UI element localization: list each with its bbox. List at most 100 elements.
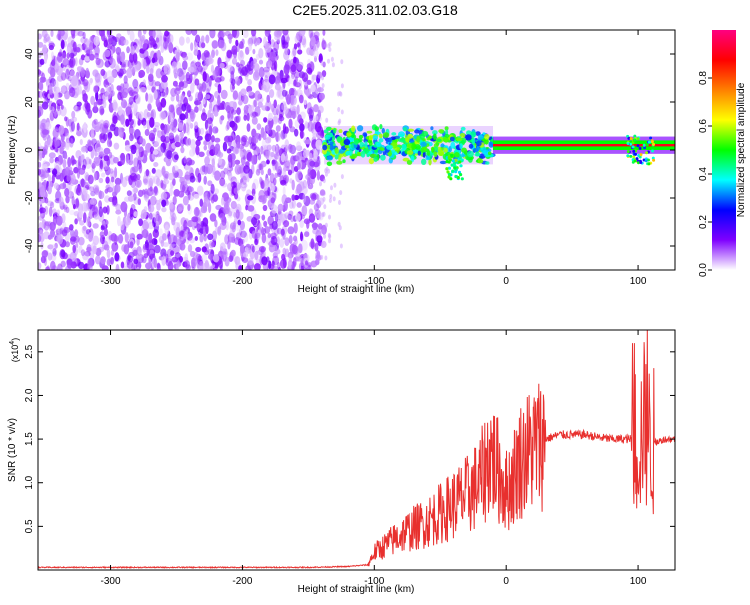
heatmap-band <box>467 150 474 158</box>
heatmap-speckle <box>168 236 172 245</box>
heatmap-speckle <box>241 38 245 46</box>
heatmap-speckle <box>279 102 284 113</box>
heatmap-band <box>471 137 476 145</box>
heatmap-speckle <box>102 100 107 109</box>
heatmap-speckle <box>176 222 181 228</box>
heatmap-speckle <box>227 111 231 119</box>
heatmap-band <box>420 141 427 147</box>
heatmap-speckle <box>293 222 298 234</box>
heatmap-band <box>362 132 368 137</box>
heatmap-speckle <box>64 166 70 176</box>
heatmap-speckle <box>299 220 305 228</box>
heatmap-speckle <box>125 154 130 165</box>
heatmap-speckle <box>70 236 77 242</box>
heatmap-speckle <box>49 111 55 122</box>
heatmap-speckle <box>251 116 258 125</box>
heatmap-speckle <box>207 180 213 187</box>
heatmap-speckle <box>166 36 171 47</box>
heatmap-speckle <box>318 105 324 114</box>
heatmap-speckle <box>282 257 287 269</box>
heatmap-speckle <box>85 184 91 191</box>
heatmap-speckle <box>106 258 111 266</box>
heatmap-speckle <box>208 57 214 64</box>
heatmap-speckle <box>66 64 70 75</box>
heatmap-speckle <box>297 114 302 124</box>
heatmap-band <box>382 132 390 138</box>
heatmap-band <box>436 138 442 143</box>
heatmap-speckle <box>94 52 99 60</box>
heatmap-speckle <box>276 236 280 247</box>
heatmap-speckle <box>273 30 277 37</box>
heatmap-speckle <box>155 98 160 108</box>
heatmap-speckle <box>159 40 166 48</box>
heatmap-speckle <box>209 30 216 39</box>
heatmap-speckle <box>95 57 101 66</box>
heatmap-speckle <box>109 168 114 174</box>
heatmap-speckle <box>51 174 55 184</box>
heatmap-speckle <box>313 149 318 160</box>
heatmap-speckle <box>195 145 200 156</box>
heatmap-speckle <box>119 51 126 63</box>
heatmap-speckle <box>329 194 333 199</box>
heatmap-speckle <box>110 176 115 183</box>
heatmap-band <box>351 125 356 133</box>
heatmap-speckle <box>47 244 54 250</box>
heatmap-speckle <box>101 265 109 270</box>
heatmap-speckle <box>153 162 159 167</box>
heatmap-speckle <box>48 206 53 217</box>
heatmap-speckle <box>153 175 160 185</box>
heatmap-speckle <box>196 223 201 233</box>
heatmap-speckle <box>272 255 280 266</box>
heatmap-speckle <box>194 106 199 113</box>
heatmap-speckle <box>220 31 226 38</box>
colorbar: 0.0 0.2 0.4 0.6 0.8 Normalized spectral ampl… <box>698 30 747 277</box>
heatmap-speckle <box>121 61 126 68</box>
heatmap-speckle <box>275 145 279 153</box>
heatmap-speckle <box>234 164 242 175</box>
heatmap-speckle <box>231 122 238 132</box>
heatmap-speckle <box>267 233 272 239</box>
heatmap-speckle <box>39 76 47 83</box>
heatmap-speckle <box>124 144 132 152</box>
heatmap-speckle <box>86 244 92 252</box>
heatmap-speckle <box>41 101 49 110</box>
x-tick-label: 0 <box>503 276 509 287</box>
heatmap-speckle <box>219 177 226 187</box>
heatmap-speckle <box>229 222 236 230</box>
heatmap-speckle <box>310 36 316 47</box>
heatmap-speckle <box>214 137 221 143</box>
heatmap-speckle <box>307 121 314 132</box>
heatmap-band <box>343 138 351 146</box>
heatmap-speckle <box>321 75 324 81</box>
heatmap-speckle <box>174 154 179 161</box>
heatmap-speckle <box>187 194 195 201</box>
heatmap-band <box>445 167 449 171</box>
heatmap-speckle <box>127 195 135 202</box>
heatmap-speckle <box>257 101 263 108</box>
heatmap-speckle <box>171 241 177 248</box>
heatmap-speckle <box>292 106 298 112</box>
heatmap-speckle <box>289 126 296 133</box>
heatmap-band <box>649 136 653 140</box>
heatmap-speckle <box>61 229 68 237</box>
heatmap-speckle <box>217 94 221 106</box>
heatmap-speckle <box>290 65 297 75</box>
heatmap-speckle <box>76 84 82 95</box>
heatmap-speckle <box>147 84 152 91</box>
heatmap-speckle <box>72 244 76 254</box>
heatmap-speckle <box>313 104 319 113</box>
heatmap-speckle <box>274 172 279 178</box>
heatmap-band <box>334 147 339 155</box>
heatmap-band <box>360 150 366 158</box>
heatmap-speckle <box>318 53 323 64</box>
heatmap-speckle <box>258 59 264 65</box>
heatmap-speckle <box>99 105 105 116</box>
heatmap-speckle <box>322 229 326 235</box>
heatmap-band <box>644 159 648 163</box>
heatmap-speckle <box>53 182 59 189</box>
heatmap-speckle <box>182 184 189 194</box>
heatmap-speckle <box>338 200 341 205</box>
heatmap-speckle <box>69 52 75 59</box>
heatmap-band <box>484 133 490 140</box>
heatmap-speckle <box>120 114 125 125</box>
